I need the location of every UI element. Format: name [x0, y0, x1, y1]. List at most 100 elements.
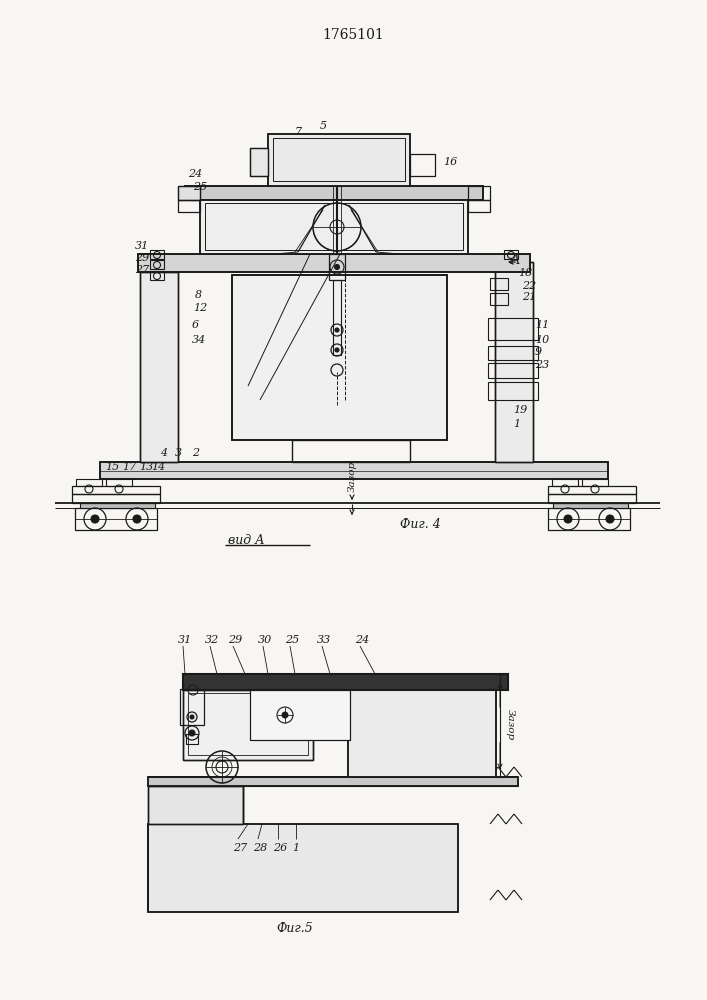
Bar [268, 134, 410, 186]
Text: 34: 34 [192, 335, 206, 345]
Text: 21: 21 [522, 292, 536, 302]
Text: 15: 15 [105, 462, 119, 472]
Circle shape [335, 328, 339, 332]
Bar [100, 462, 608, 479]
Bar [185, 186, 483, 200]
Bar [504, 250, 518, 259]
Bar [250, 690, 350, 740]
Bar [140, 272, 178, 462]
Text: 1: 1 [513, 419, 520, 429]
Text: 32: 32 [205, 635, 219, 645]
Text: 31: 31 [135, 241, 149, 251]
Bar [488, 363, 538, 378]
Text: 7: 7 [295, 127, 302, 137]
Text: Фиг. 4: Фиг. 4 [400, 518, 440, 532]
Bar [582, 479, 608, 486]
Bar [488, 382, 538, 400]
Bar [200, 199, 468, 254]
Circle shape [334, 264, 339, 269]
Bar [76, 479, 102, 486]
Bar [148, 824, 458, 912]
Text: 10: 10 [535, 335, 549, 345]
Bar [150, 260, 164, 269]
Text: 5: 5 [320, 121, 327, 131]
Text: 27: 27 [135, 265, 149, 275]
Bar [72, 486, 160, 494]
Text: Фиг.5: Фиг.5 [276, 922, 313, 934]
Bar [488, 346, 538, 360]
Bar [490, 278, 508, 290]
Bar [348, 682, 496, 777]
Bar [100, 462, 608, 479]
Text: 29: 29 [228, 635, 243, 645]
Bar [232, 275, 447, 440]
Bar [250, 690, 350, 740]
Bar [273, 138, 405, 181]
Bar [348, 682, 496, 777]
Circle shape [606, 515, 614, 523]
Text: 13: 13 [139, 462, 153, 472]
Bar [553, 503, 628, 508]
Circle shape [282, 712, 288, 718]
Bar [150, 250, 164, 259]
Bar [72, 494, 160, 503]
Text: 22: 22 [522, 281, 536, 291]
Text: 3: 3 [175, 448, 182, 458]
Text: А: А [511, 253, 520, 266]
Bar [148, 777, 518, 786]
Bar [232, 275, 447, 440]
Text: 23: 23 [535, 360, 549, 370]
Text: 14: 14 [151, 462, 165, 472]
Text: 12: 12 [193, 303, 207, 313]
Text: 24: 24 [355, 635, 369, 645]
Bar [140, 272, 178, 462]
Bar [178, 186, 200, 200]
Text: 19: 19 [513, 405, 527, 415]
Bar [188, 693, 308, 755]
Bar [183, 690, 313, 760]
Circle shape [564, 515, 572, 523]
Bar [148, 777, 518, 786]
Bar [148, 824, 458, 912]
Text: 4: 4 [160, 448, 167, 458]
Text: Зазор: Зазор [348, 461, 356, 492]
Bar [329, 254, 345, 280]
Bar [488, 318, 538, 340]
Bar [548, 494, 636, 503]
Bar [200, 199, 468, 254]
Text: вид А: вид А [228, 534, 264, 546]
Text: 25: 25 [285, 635, 299, 645]
Text: 1765101: 1765101 [322, 28, 384, 42]
Text: 24: 24 [188, 169, 202, 179]
Circle shape [189, 730, 195, 736]
Text: 31: 31 [178, 635, 192, 645]
Bar [250, 148, 268, 176]
Text: Зазор: Зазор [506, 709, 515, 741]
Text: 8: 8 [195, 290, 202, 300]
Text: 26: 26 [273, 843, 287, 853]
Bar [333, 280, 341, 355]
Bar [205, 203, 463, 250]
Text: 11: 11 [535, 320, 549, 330]
Bar [548, 486, 636, 494]
Circle shape [190, 715, 194, 719]
Bar [495, 262, 533, 462]
Text: 2: 2 [192, 448, 199, 458]
Text: 17: 17 [122, 462, 136, 472]
Text: 16: 16 [443, 157, 457, 167]
Bar [292, 440, 410, 462]
Bar [178, 186, 200, 200]
Bar [490, 293, 508, 305]
Text: 30: 30 [258, 635, 272, 645]
Bar [148, 786, 243, 824]
Bar [80, 503, 155, 508]
Text: 9: 9 [535, 347, 542, 357]
Bar [138, 254, 530, 272]
Text: 33: 33 [317, 635, 332, 645]
Bar [468, 186, 490, 200]
Bar [138, 254, 530, 272]
Text: 25: 25 [193, 182, 207, 192]
Bar [410, 154, 435, 176]
Bar [186, 734, 198, 744]
Bar [183, 690, 313, 760]
